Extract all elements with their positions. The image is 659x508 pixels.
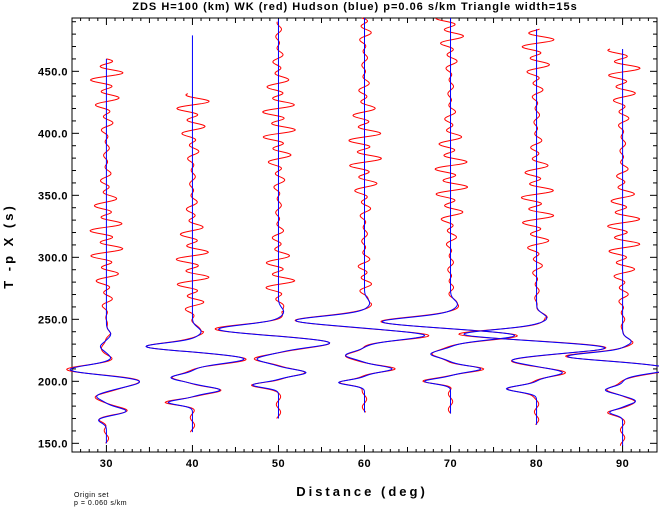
x-tick-label: 60 <box>358 458 371 470</box>
hudson-trace-90 <box>566 49 659 446</box>
wk-trace-30 <box>66 58 141 444</box>
x-axis-label: Distance (deg) <box>296 484 428 499</box>
y-tick-label: 300.0 <box>38 252 68 264</box>
x-tick-label: 70 <box>444 458 457 470</box>
hudson-trace-70 <box>381 18 516 414</box>
wk-trace-50 <box>214 21 331 419</box>
footer-slowness: p = 0.060 s/km <box>74 500 127 507</box>
hudson-trace-80 <box>463 29 606 425</box>
x-tick-label: 50 <box>272 458 285 470</box>
wk-trace-40 <box>145 93 247 433</box>
y-axis-label: T -p X (s) <box>1 203 16 289</box>
wk-trace-70 <box>380 17 518 414</box>
hudson-trace-60 <box>295 18 426 413</box>
y-tick-label: 200.0 <box>38 376 68 388</box>
footer-origin: Origin set <box>74 492 109 499</box>
y-tick-label: 250.0 <box>38 314 68 326</box>
y-tick-label: 150.0 <box>38 438 68 450</box>
x-tick-label: 40 <box>186 458 199 470</box>
y-tick-label: 450.0 <box>38 66 68 78</box>
wk-trace-60 <box>294 17 430 413</box>
hudson-trace-50 <box>217 19 331 419</box>
trace-group <box>66 17 659 446</box>
y-tick-label: 350.0 <box>38 190 68 202</box>
chart-title: ZDS H=100 (km) WK (red) Hudson (blue) p=… <box>132 1 577 13</box>
axis-ticks: 150.0 200.0 250.0 300.0 350.0 400.0 450.0 30 40 5… <box>38 18 657 470</box>
y-tick-label: 400.0 <box>38 128 68 140</box>
x-tick-label: 30 <box>100 458 113 470</box>
x-tick-label: 80 <box>530 458 543 470</box>
wk-trace-90 <box>565 48 659 446</box>
hudson-trace-30 <box>69 58 141 444</box>
hudson-trace-40 <box>145 35 245 433</box>
x-tick-label: 90 <box>616 458 629 470</box>
